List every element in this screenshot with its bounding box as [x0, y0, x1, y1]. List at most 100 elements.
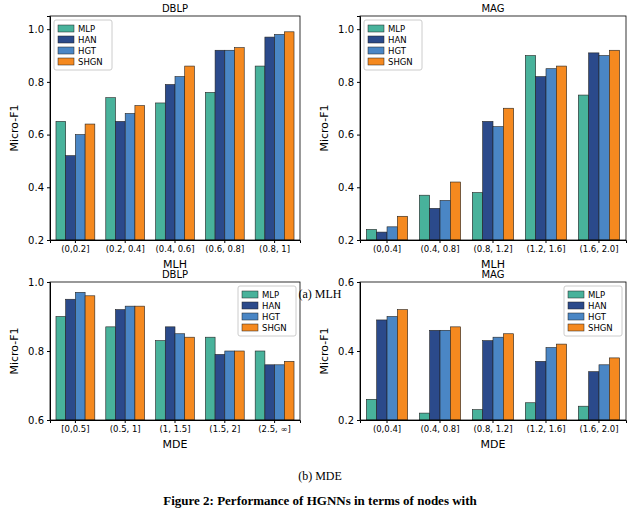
y-tick: 0.4: [338, 182, 360, 193]
legend: MLPHANHGTSHGN: [238, 286, 296, 336]
panel: 0.20.40.60.81.0(0,0.4](0.4, 0.8](0.8, 1.…: [318, 3, 627, 271]
bar: [125, 114, 135, 240]
y-tick-mark: [47, 187, 50, 188]
bar: [366, 399, 376, 420]
bar: [387, 317, 397, 421]
legend-swatch: [568, 324, 584, 331]
x-tick-mark: [545, 420, 546, 423]
y-tick-label: 0.6: [28, 415, 44, 426]
legend-label: MLP: [262, 290, 279, 300]
x-tick-label: (0.8, 1]: [259, 244, 290, 254]
x-axis-line: [51, 421, 301, 424]
y-tick-mark: [357, 82, 360, 83]
x-tick-label: (0.5, 1]: [110, 424, 141, 434]
bar: [599, 56, 609, 240]
bar: [175, 334, 185, 420]
legend-label: HGT: [588, 312, 607, 322]
bar: [589, 372, 599, 420]
legend-swatch: [368, 47, 384, 54]
x-tick: (0.5, 1]: [110, 420, 141, 434]
x-tick-label: (0.2, 0.4]: [106, 244, 145, 254]
legend-label: SHGN: [388, 57, 413, 67]
bar: [125, 306, 135, 420]
legend-swatch: [568, 302, 584, 309]
bar: [156, 103, 166, 240]
y-tick-label: 0.6: [338, 129, 354, 140]
x-tick-mark: [440, 420, 441, 423]
y-tick-mark: [357, 187, 360, 188]
x-tick: (2.5, ∞]: [258, 420, 291, 434]
x-tick-label: (1.2, 1.6]: [526, 244, 565, 254]
bar: [556, 66, 566, 240]
bar: [265, 365, 275, 420]
x-tick-mark: [224, 240, 225, 243]
bar: [503, 334, 513, 420]
x-tick: (0,0.4]: [373, 420, 401, 434]
legend-swatch: [568, 313, 584, 320]
bar: [377, 320, 387, 420]
x-tick-label: (0.8, 1.2]: [473, 424, 512, 434]
bar: [165, 327, 175, 420]
y-tick: 0.4: [338, 346, 360, 357]
y-tick-label: 0.4: [28, 182, 44, 193]
legend-swatch: [568, 291, 584, 298]
y-tick-mark: [47, 420, 50, 421]
bar: [525, 403, 535, 420]
bar: [165, 85, 175, 240]
legend-label: SHGN: [78, 57, 103, 67]
bar: [397, 310, 407, 420]
x-tick-label: (1.2, 1.6]: [526, 424, 565, 434]
legend-box: [238, 286, 296, 336]
x-axis-line: [361, 241, 627, 244]
legend: MLPHANHGTSHGN: [364, 20, 422, 70]
x-tick: (0.4, 0.6]: [155, 240, 194, 254]
y-tick-mark: [357, 351, 360, 352]
bar: [609, 50, 619, 240]
bar: [175, 77, 185, 240]
x-tick-mark: [224, 420, 225, 423]
x-axis-title: MDE: [163, 438, 188, 451]
y-tick-label: 0.8: [338, 77, 354, 88]
bar: [578, 406, 588, 420]
plot-frame: [50, 282, 300, 420]
legend-label: HAN: [78, 35, 97, 45]
bar: [275, 365, 285, 420]
bar: [205, 92, 215, 240]
bar: [66, 299, 76, 420]
y-tick-mark: [357, 282, 360, 283]
bar: [225, 351, 235, 420]
bar: [536, 77, 546, 240]
x-tick-mark: [493, 240, 494, 243]
y-tick: 0.2: [338, 415, 360, 426]
x-axis-title: MDE: [481, 438, 506, 451]
x-axis-line: [361, 421, 627, 424]
legend-swatch: [368, 25, 384, 32]
x-axis: [0,0.5](0.5, 1](1, 1.5](1.5, 2](2.5, ∞]: [51, 420, 301, 434]
y-axis-title: Micro-F1: [318, 327, 331, 374]
bar: [578, 95, 588, 240]
bars: [366, 50, 619, 240]
legend-label: MLP: [78, 24, 95, 34]
x-tick-mark: [75, 420, 76, 423]
figure: 0.20.40.60.81.0(0,0.2](0.2, 0.4](0.4, 0.…: [0, 0, 640, 515]
x-tick-label: [0,0.5]: [61, 424, 89, 434]
y-tick-mark: [357, 135, 360, 136]
legend-box: [54, 20, 112, 70]
legend-swatch: [58, 58, 74, 65]
bar: [284, 361, 294, 420]
bar: [387, 227, 397, 240]
x-tick-mark: [175, 240, 176, 243]
y-tick-label: 0.2: [28, 235, 44, 246]
bar: [377, 232, 387, 240]
y-axis-title: Micro-F1: [318, 104, 331, 151]
y-axis: 0.60.81.0: [28, 277, 50, 426]
x-tick-mark: [75, 240, 76, 243]
legend-swatch: [368, 58, 384, 65]
bar: [366, 229, 376, 240]
subcaption: (a) MLH: [299, 287, 342, 301]
x-tick-label: (0.8, 1.2]: [473, 244, 512, 254]
x-axis: (0,0.2](0.2, 0.4](0.4, 0.6](0.6, 0.8](0.…: [51, 240, 301, 254]
bar: [536, 361, 546, 420]
bar: [493, 337, 503, 420]
chart-title: DBLP: [162, 269, 188, 280]
